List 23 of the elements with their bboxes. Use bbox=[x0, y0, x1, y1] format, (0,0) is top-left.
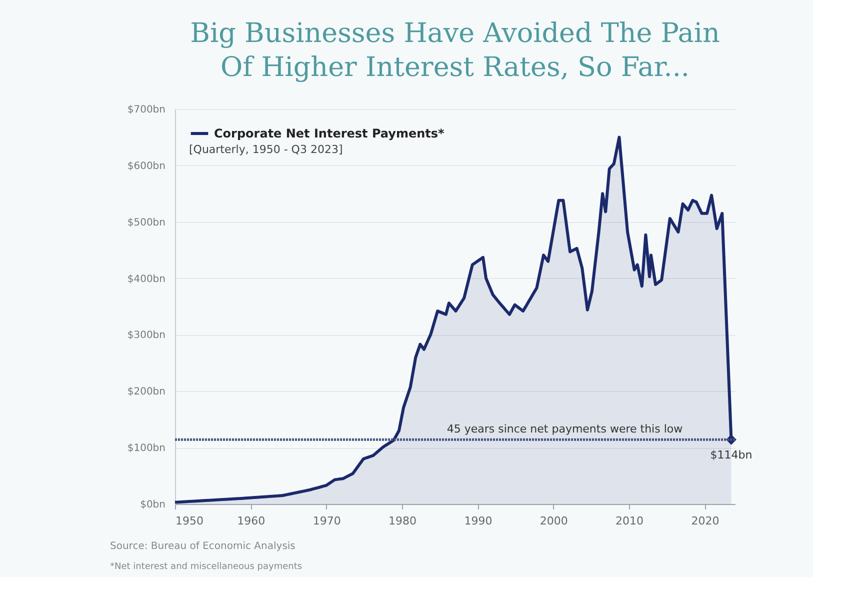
legend-title: [Quarterly, 1950 - Q3 2023] bbox=[189, 143, 343, 156]
annotation: $114bn bbox=[710, 448, 752, 462]
y-tick-label: $100bn bbox=[127, 443, 166, 454]
x-tick-label: 2000 bbox=[540, 514, 568, 528]
y-tick-label: $0bn bbox=[140, 500, 166, 510]
x-tick-label: 2010 bbox=[616, 514, 644, 528]
legend-label: Corporate Net Interest Payments* bbox=[214, 126, 446, 140]
x-tick-label: 2020 bbox=[691, 514, 720, 528]
y-tick-label: $300bn bbox=[127, 330, 166, 342]
y-tick-label: $400bn bbox=[127, 274, 166, 285]
x-tick-label: 1980 bbox=[388, 514, 417, 528]
x-tick-label: 1960 bbox=[237, 514, 266, 528]
text: *Net interest and miscellaneous payments bbox=[110, 562, 302, 572]
y-tick-label: $200bn bbox=[127, 386, 166, 398]
x-tick-label: 1950 bbox=[176, 514, 204, 528]
chart-title: Big Businesses Have Avoided The Pain Of Higher Interest Rates, So Far... bbox=[190, 18, 720, 83]
x-tick-label: 1990 bbox=[464, 514, 492, 528]
ref-line-label: 45 years since net payments were this low bbox=[446, 422, 683, 436]
y-tick-label: $600bn bbox=[127, 160, 166, 172]
source-note: Source: Bureau of Economic Analysis bbox=[110, 541, 296, 552]
y-tick-label: $700bn bbox=[127, 104, 166, 116]
y-tick-label: $500bn bbox=[127, 217, 166, 228]
x-tick-label: 1970 bbox=[312, 514, 341, 528]
